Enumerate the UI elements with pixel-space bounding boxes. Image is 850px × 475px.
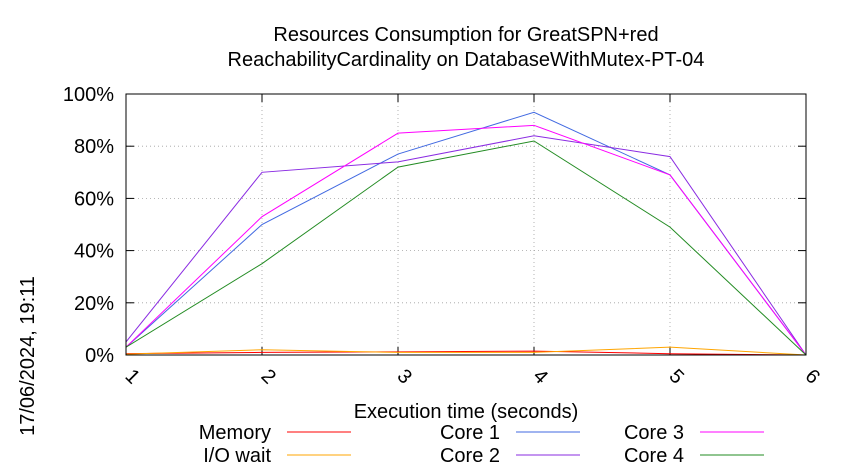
series-line-memory: [125, 350, 807, 356]
x-tick-label: 1: [121, 365, 144, 388]
y-axis-ticks: 0% 20% 40% 60% 80% 100%: [63, 84, 806, 367]
plot-frame: [125, 93, 807, 356]
legend-label-core-1: Core 1: [440, 422, 500, 444]
legend-label-core-3: Core 3: [624, 422, 684, 444]
legend-label-i-o-wait: I/O wait: [203, 445, 271, 467]
chart-title-line-2: ReachabilityCardinality on DatabaseWithM…: [228, 49, 705, 71]
legend-label-core-4: Core 4: [624, 445, 684, 467]
series-line-core-4: [125, 140, 807, 356]
series-line-i-o-wait: [125, 346, 807, 356]
x-axis-label: Execution time (seconds): [354, 401, 579, 423]
y-tick-label: 20%: [74, 293, 114, 315]
chart-title: Resources Consumption for GreatSPN+red R…: [228, 24, 705, 71]
legend-label-core-2: Core 2: [440, 445, 500, 467]
y-tick-label: 80%: [74, 136, 114, 158]
series-line-core-3: [125, 124, 807, 356]
x-axis-ticks: 1 2 3 4 5 6: [121, 94, 824, 388]
x-tick-label: 6: [801, 365, 824, 388]
series-line-core-2: [125, 135, 807, 356]
legend-label-memory: Memory: [199, 422, 271, 444]
y-tick-label: 0%: [85, 345, 114, 367]
x-tick-label: 5: [665, 365, 688, 388]
series-lines: [125, 111, 807, 356]
x-tick-label: 4: [529, 365, 552, 388]
y-tick-label: 100%: [63, 84, 114, 106]
y-tick-label: 40%: [74, 241, 114, 263]
x-tick-label: 3: [393, 365, 416, 388]
timestamp: 17/06/2024, 19:11: [17, 276, 39, 436]
x-tick-label: 2: [257, 365, 280, 388]
y-tick-label: 60%: [74, 188, 114, 210]
chart-title-line-1: Resources Consumption for GreatSPN+red: [273, 24, 658, 46]
